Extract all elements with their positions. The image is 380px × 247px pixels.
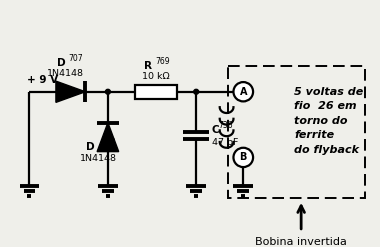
Text: ferrite: ferrite <box>294 130 334 140</box>
Text: 1N4148: 1N4148 <box>79 154 117 163</box>
Text: 708: 708 <box>101 138 116 147</box>
Text: do flyback: do flyback <box>294 145 359 155</box>
Bar <box>135 85 177 99</box>
Text: B: B <box>239 152 247 163</box>
Polygon shape <box>97 123 119 152</box>
Text: torno do: torno do <box>294 116 348 126</box>
Circle shape <box>105 89 110 94</box>
Circle shape <box>194 89 199 94</box>
Text: 736: 736 <box>219 121 233 130</box>
Polygon shape <box>56 81 86 102</box>
Text: fio  26 em: fio 26 em <box>294 102 357 111</box>
Text: 769: 769 <box>155 57 169 66</box>
Text: A: A <box>239 87 247 97</box>
Text: Bobina invertida: Bobina invertida <box>255 237 347 247</box>
Text: 47 pF: 47 pF <box>212 138 238 147</box>
Text: D: D <box>86 142 94 152</box>
Text: 1N4148: 1N4148 <box>47 69 84 78</box>
Text: 10 kΩ: 10 kΩ <box>142 72 170 81</box>
Text: + 9 V: + 9 V <box>27 75 59 85</box>
Text: 5 voltas de: 5 voltas de <box>294 87 364 97</box>
Text: C: C <box>212 125 220 135</box>
Circle shape <box>233 148 253 167</box>
Text: D: D <box>57 58 66 68</box>
Text: 707: 707 <box>69 54 83 63</box>
Text: R: R <box>144 61 152 71</box>
Bar <box>228 66 365 198</box>
Circle shape <box>233 82 253 102</box>
